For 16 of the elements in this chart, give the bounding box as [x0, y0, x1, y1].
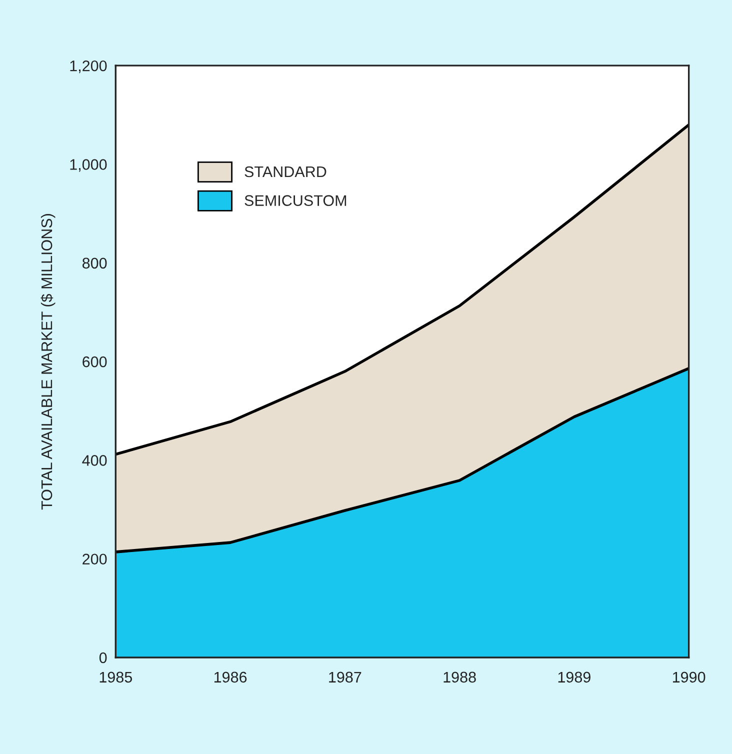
y-axis-title: TOTAL AVAILABLE MARKET ($ MILLIONS) [40, 214, 56, 510]
x-tick-label: 1989 [558, 672, 590, 683]
y-tick-label: 1,000 [70, 159, 107, 172]
y-tick-label: 600 [82, 356, 107, 368]
legend-label: STANDARD [244, 166, 326, 178]
y-tick-label: 400 [82, 455, 107, 466]
y-tick-label: 200 [82, 554, 107, 565]
y-tick-label: 1,200 [70, 60, 107, 74]
x-tick-label: 1986 [214, 672, 247, 683]
x-tick-label: 1985 [100, 672, 132, 683]
y-tick-label: 800 [82, 258, 107, 269]
x-tick-label: 1988 [444, 672, 476, 683]
x-tick-label: 1990 [672, 672, 706, 683]
legend-label: SEMICUSTOM [244, 195, 346, 206]
y-tick-label: 0 [99, 652, 107, 664]
x-tick-label: 1987 [329, 672, 362, 683]
